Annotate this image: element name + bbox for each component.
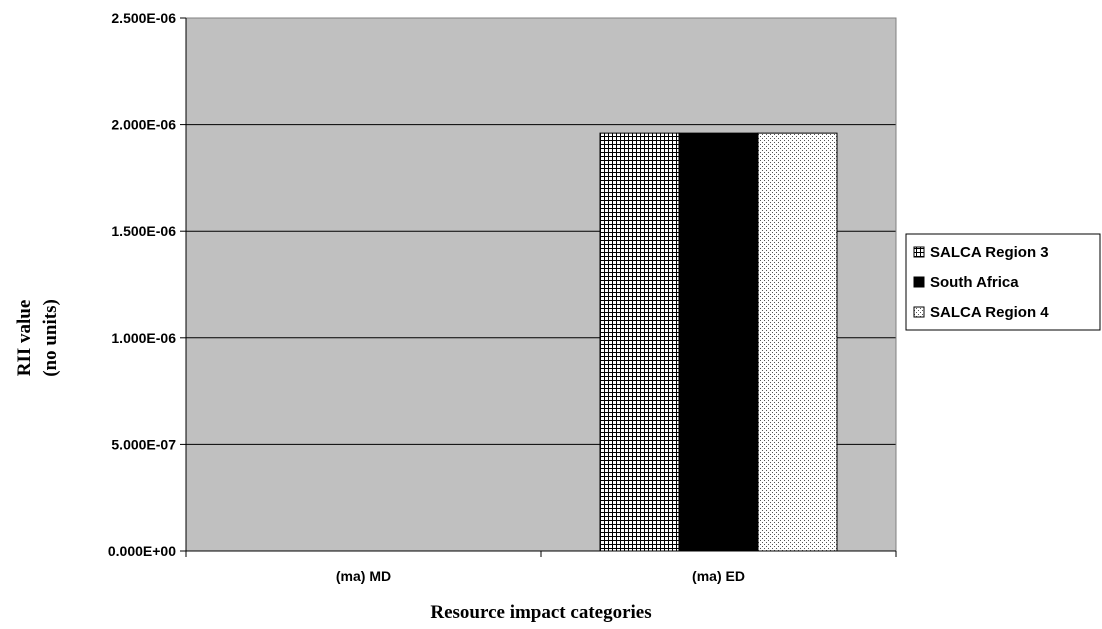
legend: SALCA Region 3 South Africa SALCA Region 4 bbox=[905, 233, 1101, 331]
y-tick-label: 2.500E-06 bbox=[111, 10, 176, 26]
legend-label: SALCA Region 3 bbox=[930, 244, 1049, 261]
bar bbox=[678, 132, 759, 552]
x-axis-title: Resource impact categories bbox=[430, 602, 651, 623]
legend-label: SALCA Region 4 bbox=[930, 304, 1049, 321]
x-tick-label: (ma) MD bbox=[336, 568, 391, 584]
x-tick-label: (ma) ED bbox=[692, 568, 745, 584]
bar bbox=[757, 132, 838, 552]
bar bbox=[599, 132, 680, 552]
y-tick-label: 1.000E-06 bbox=[111, 330, 176, 346]
y-tick-label: 1.500E-06 bbox=[111, 223, 176, 239]
y-tick-label: 2.000E-06 bbox=[111, 117, 176, 133]
y-axis-title-line2: (no units) bbox=[40, 299, 61, 377]
legend-swatch bbox=[913, 246, 925, 258]
legend-box bbox=[905, 233, 1101, 331]
legend-label: South Africa bbox=[930, 274, 1019, 291]
legend-swatch bbox=[913, 306, 925, 318]
y-tick-label: 5.000E-07 bbox=[111, 436, 176, 452]
y-axis-title-line1: RII value bbox=[14, 300, 35, 377]
y-tick-label: 0.000E+00 bbox=[108, 543, 176, 559]
legend-swatch bbox=[913, 276, 925, 288]
